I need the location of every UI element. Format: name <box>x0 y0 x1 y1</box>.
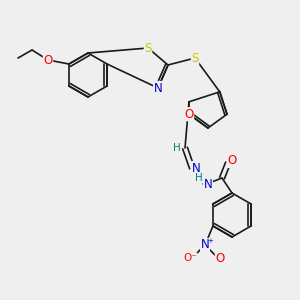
Text: +: + <box>207 238 213 244</box>
Text: O: O <box>44 53 52 67</box>
Text: N: N <box>154 82 162 94</box>
Text: O: O <box>227 154 237 167</box>
Text: N: N <box>204 178 212 191</box>
Text: H: H <box>173 143 181 153</box>
Text: S: S <box>144 41 152 55</box>
Text: O⁻: O⁻ <box>183 253 197 263</box>
Text: N: N <box>192 161 200 175</box>
Text: S: S <box>191 52 199 64</box>
Text: O: O <box>184 108 194 121</box>
Text: N: N <box>201 238 209 251</box>
Text: H: H <box>195 173 203 183</box>
Text: O: O <box>215 251 225 265</box>
